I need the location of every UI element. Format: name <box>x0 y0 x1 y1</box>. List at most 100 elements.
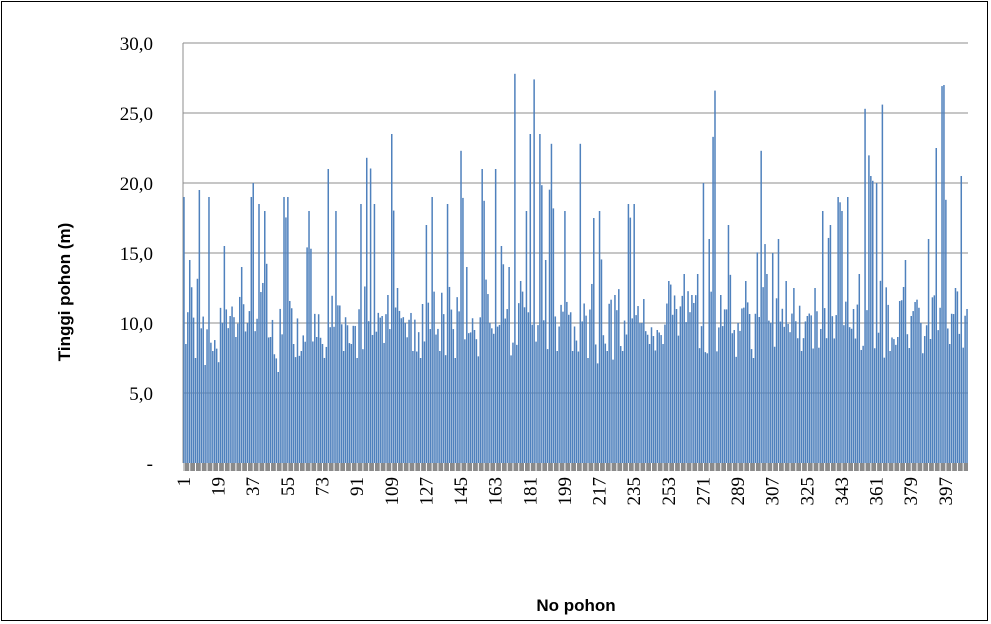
bar <box>641 323 643 463</box>
bar <box>402 317 405 463</box>
bar <box>183 197 185 463</box>
bar <box>514 73 516 464</box>
bar <box>889 351 891 463</box>
bar <box>344 317 347 463</box>
bar <box>668 281 670 463</box>
bar <box>820 328 822 463</box>
x-tick-label: 307 <box>763 477 784 506</box>
gridlines <box>182 42 968 463</box>
bar <box>710 291 712 463</box>
bar <box>423 341 426 463</box>
bar <box>898 301 901 463</box>
bar <box>327 169 330 463</box>
bar <box>948 344 951 463</box>
bar <box>648 344 651 463</box>
bar <box>954 288 957 463</box>
bar <box>606 351 608 463</box>
y-tick-label: 15,0 <box>120 244 153 265</box>
x-tick-label: 397 <box>936 477 957 506</box>
bar <box>210 342 212 463</box>
bar <box>935 148 938 463</box>
bar <box>798 305 801 463</box>
bar <box>610 299 612 463</box>
bar <box>831 316 834 463</box>
bar <box>904 260 907 463</box>
bar <box>733 330 735 463</box>
bar <box>569 312 572 463</box>
x-tick-label: 235 <box>624 477 645 506</box>
bar <box>643 299 645 463</box>
bar <box>412 351 414 463</box>
bar <box>791 313 793 463</box>
bar <box>558 326 560 463</box>
bar <box>677 335 680 463</box>
bar <box>192 317 195 463</box>
bar <box>227 328 229 463</box>
bar <box>273 354 276 463</box>
bar <box>475 339 478 463</box>
bar <box>893 339 895 463</box>
bar <box>602 335 605 463</box>
bar <box>265 263 268 463</box>
x-tick-label: 379 <box>901 477 922 506</box>
bar <box>323 357 326 463</box>
bar <box>290 308 293 463</box>
x-tick-label: 19 <box>209 477 230 496</box>
bar <box>564 211 566 463</box>
bar <box>841 211 843 463</box>
bar <box>579 143 582 464</box>
bar <box>656 330 659 463</box>
bar <box>296 318 299 463</box>
bar <box>633 204 635 463</box>
bar <box>477 356 480 463</box>
bar <box>548 189 551 464</box>
bar <box>550 143 553 464</box>
x-tick-label: 73 <box>312 477 333 496</box>
bar <box>723 309 726 463</box>
bar <box>448 286 451 463</box>
bar <box>433 291 435 463</box>
bar <box>793 288 795 463</box>
bar <box>845 301 847 463</box>
bar <box>812 348 814 463</box>
bar <box>383 342 385 463</box>
bar <box>215 348 218 463</box>
bar <box>431 197 433 463</box>
bar <box>494 169 497 463</box>
bar <box>340 324 343 463</box>
bar <box>635 315 637 463</box>
bar <box>450 309 453 463</box>
bars <box>183 73 968 464</box>
y-axis-title: Tinggi pohon (m) <box>55 223 74 361</box>
bar <box>562 311 564 463</box>
bar <box>897 337 899 463</box>
bar <box>206 329 208 463</box>
bar <box>379 317 381 463</box>
bar <box>487 294 489 463</box>
bar <box>669 284 672 463</box>
bar <box>517 303 520 463</box>
bar <box>718 327 720 463</box>
bar <box>843 325 845 463</box>
bar <box>660 335 662 463</box>
bar <box>583 303 585 463</box>
bar <box>918 307 920 463</box>
bar <box>237 323 239 463</box>
bar <box>321 344 324 463</box>
bar <box>810 315 812 463</box>
bar <box>731 333 734 463</box>
bar <box>258 204 260 463</box>
bar <box>529 134 532 463</box>
bar <box>256 318 258 463</box>
bar <box>267 337 270 463</box>
bar <box>627 204 630 463</box>
bar <box>196 278 199 463</box>
bar <box>654 350 657 463</box>
bar <box>315 337 318 463</box>
bar <box>629 217 632 463</box>
bar <box>789 332 791 463</box>
bar <box>521 291 524 463</box>
bar <box>885 287 887 463</box>
bar <box>887 304 889 463</box>
